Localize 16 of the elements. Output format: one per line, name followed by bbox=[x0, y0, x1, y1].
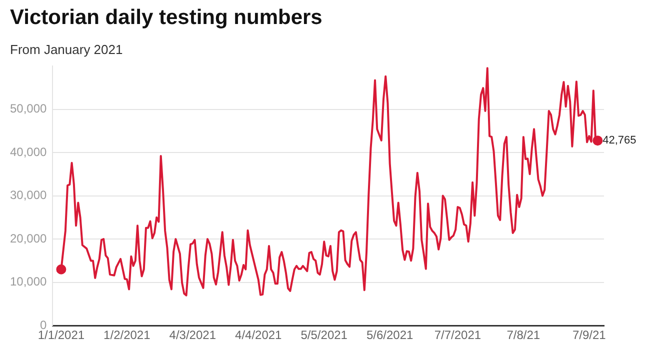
y-tick-label: 40,000 bbox=[10, 144, 48, 159]
y-tick-label: 20,000 bbox=[10, 231, 48, 246]
x-tick-label: 5/5/2021 bbox=[300, 328, 348, 342]
x-tick-label: 4/3/2021 bbox=[169, 328, 216, 342]
x-tick-label: 5/6/2021 bbox=[366, 328, 414, 342]
y-tick-label: 30,000 bbox=[10, 188, 48, 202]
x-tick-label: 7/9/21 bbox=[572, 328, 606, 342]
x-tick-label: 1/2/2021 bbox=[104, 328, 151, 342]
x-tick-label: 7/7/2021 bbox=[434, 328, 482, 342]
chart-title: Victorian daily testing numbers bbox=[10, 6, 322, 30]
y-tick-label: 10,000 bbox=[10, 274, 48, 289]
chart-subtitle: From January 2021 bbox=[10, 42, 123, 57]
x-tick-label: 7/8/21 bbox=[506, 328, 540, 342]
x-tick-label: 4/4/2021 bbox=[235, 328, 282, 342]
y-tick-label: 50,000 bbox=[10, 102, 48, 116]
annotation: 42,765 bbox=[602, 134, 636, 147]
